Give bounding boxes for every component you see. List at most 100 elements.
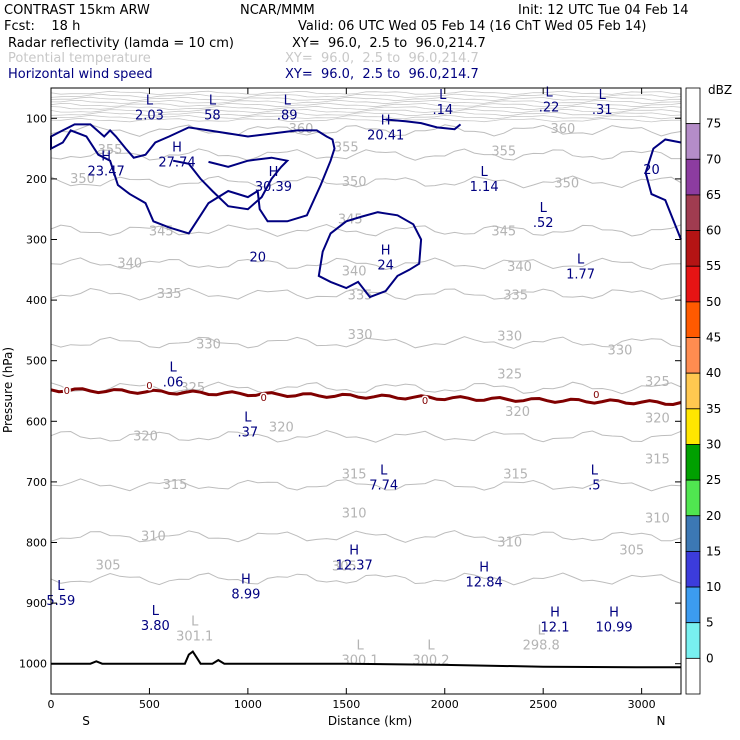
wind-extremum-value: .06 [163,376,184,391]
model-title: CONTRAST 15km ARW [4,3,150,18]
theta-label: 355 [334,140,359,155]
wind-extremum-marker: H [101,150,111,165]
wind-extremum-marker: L [545,85,553,100]
colorbar-level-label: 35 [706,402,721,416]
colorbar-level-label: 60 [706,224,721,238]
theta-label: 315 [163,478,188,493]
theta-label: 330 [348,328,373,343]
freezing-level-label: 0 [146,381,152,392]
theta-label: 335 [503,288,528,303]
wind-extremum-marker: L [380,464,388,479]
colorbar-level-label: 0 [706,651,714,665]
freezing-level-line [50,387,682,407]
wind-extremum-value: 1.14 [470,180,499,195]
y-tick-label: 600 [26,415,47,428]
freezing-level-label: 0 [64,386,70,397]
colorbar-swatch [685,622,701,659]
theta-contour-320 [50,429,682,443]
y-tick-label: 900 [26,597,47,610]
theta-contour-upper [50,96,682,102]
colorbar-level-label: 45 [706,331,721,345]
theta-label: 335 [157,287,182,302]
theta-minimum-value: 300.1 [341,654,378,669]
wind-extremum-marker: H [609,605,619,620]
colorbar-level-label: 25 [706,473,721,487]
wind-extremum-value: 5.59 [46,594,75,609]
theta-minimum-value: 300.2 [412,654,449,669]
wind-extremum-value: 2.03 [135,108,164,123]
theta-label: 315 [645,452,670,467]
colorbar-level-label: 5 [706,616,714,630]
wind-extremum-marker: L [152,604,160,619]
theta-label: 310 [645,511,670,526]
wind-extremum-value: 24 [377,259,394,274]
wind-contour-inner [172,156,290,211]
theta-contour-upper [50,102,682,108]
y-tick-label: 100 [26,112,47,125]
colorbar-swatch [685,515,701,552]
theta-contour-315 [50,478,682,492]
y-tick-label: 500 [26,355,47,368]
theta-contour-360 [50,123,682,137]
wind-extremum-value: .37 [238,425,259,440]
wind-extremum-marker: L [169,361,177,376]
colorbar-swatch [685,551,701,588]
wind-extremum-value: 12.1 [541,620,570,635]
wind-extremum-value: 27.74 [158,156,195,171]
colorbar-level-label: 40 [706,366,721,380]
y-tick-label: 700 [26,476,47,489]
theta-label: 340 [342,265,367,280]
wind-extremum-marker: L [284,93,292,108]
wind-extremum-value: 23.47 [88,165,125,180]
theta-label: 315 [503,468,528,483]
terrain-line [51,650,681,669]
theta-contour-upper [50,111,682,117]
theta-label: 320 [269,420,294,435]
wind-extremum-marker: L [591,464,599,479]
colorbar-level-label: 15 [706,544,721,558]
theta-contour-upper [50,117,681,123]
theta-contour-325 [50,381,682,395]
colorbar-level-label: 70 [706,152,721,166]
colorbar-swatch [685,657,701,695]
wind-contour-blob [317,211,423,299]
wind-extremum-value: 12.84 [466,576,503,591]
colorbar-swatch [685,586,701,624]
colorbar-swatch [685,337,701,374]
theta-label: 345 [149,225,174,240]
y-tick-label: 200 [26,173,47,186]
colorbar-swatch [685,194,701,231]
colorbar-title: dBZ [708,83,732,97]
wind-extremum-value: .52 [533,216,554,231]
x-tick-label: 2500 [529,698,557,711]
theta-contour-upper [50,90,682,96]
colorbar-level-label: 10 [706,580,721,594]
wind-contour-top [385,118,462,131]
wind-extremum-value: 30.39 [255,180,292,195]
theta-contour-labels: 3553503453403353303253203203153103603553… [70,122,670,668]
theta-contour-330 [50,336,682,349]
x-tick-label: 500 [139,698,160,711]
theta-label: 320 [133,429,158,444]
theta-minimum-value: 301.1 [176,629,213,644]
theta-label: 325 [497,368,522,383]
theta-label: 340 [507,260,532,275]
legend-wind-xy: XY= 96.0, 2.5 to 96.0,214.7 [285,67,479,82]
wind-extremum-value: 20.41 [367,128,404,143]
theta-label: 355 [98,143,123,158]
theta-label: 355 [491,145,516,160]
wind-extremum-value: 8.99 [231,588,260,603]
theta-label: 310 [497,536,522,551]
freezing-level-label: 0 [260,393,266,404]
freezing-level-label: 0 [593,390,599,401]
wind-extremum-marker: H [381,244,391,259]
wind-extremum-marker: L [540,201,548,216]
theta-label: 360 [550,122,575,137]
wind-extremum-value: .5 [588,479,600,494]
colorbar-swatch [685,408,701,445]
colorbar-swatch [685,230,701,267]
wind-extremum-marker: H [269,165,279,180]
